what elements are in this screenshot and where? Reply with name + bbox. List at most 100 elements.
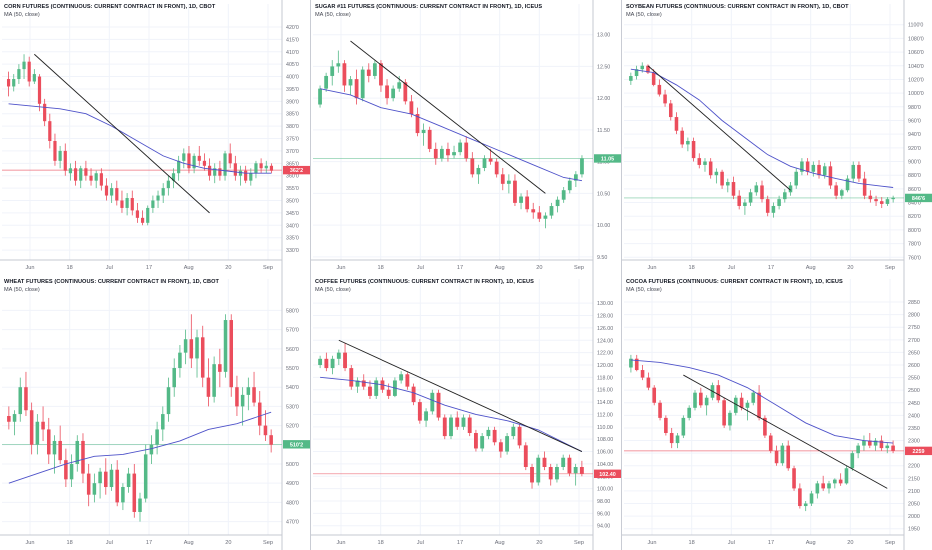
candle bbox=[862, 435, 866, 451]
candle bbox=[52, 435, 57, 474]
candle bbox=[171, 168, 176, 189]
candle-body bbox=[573, 174, 578, 181]
candle-body bbox=[794, 171, 798, 186]
candle-body bbox=[427, 129, 432, 149]
candle-body bbox=[120, 200, 124, 208]
candle bbox=[151, 195, 155, 213]
coffee-chart-panel[interactable]: 130.00 128.00 126.00 124.00 122.00 120.00 118.… bbox=[311, 275, 621, 550]
candle-body bbox=[822, 166, 827, 176]
candle-body bbox=[86, 473, 91, 495]
candle-body bbox=[149, 444, 154, 455]
candle-body bbox=[27, 61, 31, 82]
candle bbox=[12, 410, 17, 436]
y-tick-label: 106.00 bbox=[597, 450, 613, 456]
candle-body bbox=[330, 66, 335, 76]
trend-line[interactable] bbox=[350, 40, 546, 194]
candle bbox=[206, 358, 211, 407]
candle bbox=[511, 423, 516, 440]
x-tick-label: 18 bbox=[378, 540, 384, 546]
x-tick-label: 17 bbox=[768, 540, 774, 546]
candle bbox=[691, 137, 696, 162]
moving-average-line bbox=[320, 376, 583, 452]
y-tick-label: 2800 bbox=[908, 313, 920, 319]
candle-body bbox=[567, 457, 572, 474]
trend-line[interactable] bbox=[34, 53, 210, 214]
candle bbox=[879, 435, 884, 451]
x-tick-label: 17 bbox=[768, 265, 774, 271]
x-tick-label: Sep bbox=[885, 265, 895, 271]
y-tick-label: 98.00 bbox=[597, 499, 610, 505]
candle bbox=[716, 380, 721, 403]
candle-body bbox=[89, 175, 93, 181]
soybean-chart-panel[interactable]: 1100'0 1080'0 1060'0 1040'0 1020'0 1000'0 980'… bbox=[622, 0, 932, 275]
y-tick-label: 10.00 bbox=[597, 223, 610, 229]
y-tick-label: 350'0 bbox=[286, 199, 299, 205]
chart-title: COFFEE FUTURES (CONTINUOUS: CURRENT CONT… bbox=[315, 279, 534, 285]
candle-body bbox=[166, 180, 170, 189]
candle bbox=[780, 443, 785, 466]
trend-line[interactable] bbox=[647, 65, 791, 191]
candle-body bbox=[455, 417, 460, 427]
y-tick-label: 2700 bbox=[908, 338, 920, 344]
candle bbox=[751, 390, 756, 406]
candle-body bbox=[84, 168, 88, 176]
x-tick-label: Sep bbox=[263, 540, 273, 546]
wheat-chart-panel[interactable]: 580'0570'0560'0550'0540'0530'0520'0510'0… bbox=[0, 275, 310, 550]
trend-line[interactable] bbox=[338, 339, 583, 452]
candle-body bbox=[411, 386, 416, 403]
candle-body bbox=[834, 185, 838, 196]
candle-body bbox=[361, 380, 366, 387]
y-tick-label: 1950 bbox=[908, 527, 920, 533]
candle bbox=[109, 463, 114, 491]
candle bbox=[240, 387, 245, 426]
trend-line[interactable] bbox=[683, 374, 888, 489]
candle-body bbox=[336, 352, 341, 359]
candle-body bbox=[58, 150, 62, 161]
candle-body bbox=[64, 460, 68, 480]
y-tick-label: 470'0 bbox=[286, 520, 299, 526]
candle bbox=[850, 450, 855, 471]
last-price-badge bbox=[283, 440, 310, 449]
sugar-chart-panel[interactable]: 13.0012.5012.0011.5011.0010.5010.009.501… bbox=[311, 0, 621, 275]
x-tick-label: 17 bbox=[146, 540, 152, 546]
candle-body bbox=[391, 88, 396, 99]
candle bbox=[336, 349, 341, 365]
candle-body bbox=[748, 192, 753, 203]
y-tick-label: 570'0 bbox=[286, 328, 299, 334]
candle-body bbox=[161, 188, 165, 196]
candle bbox=[73, 160, 78, 186]
candle-body bbox=[58, 440, 62, 461]
candle-body bbox=[640, 370, 645, 378]
candle-body bbox=[652, 387, 657, 403]
candle-body bbox=[704, 397, 709, 406]
candle-body bbox=[674, 117, 679, 131]
y-tick-label: 2400 bbox=[908, 413, 920, 419]
candle bbox=[6, 71, 11, 97]
x-tick-label: 18 bbox=[67, 265, 73, 271]
candle-body bbox=[138, 498, 142, 512]
y-tick-label: 375'0 bbox=[286, 137, 299, 143]
x-tick-label: 17 bbox=[457, 265, 463, 271]
candle bbox=[555, 463, 559, 483]
candle bbox=[130, 190, 134, 216]
candle bbox=[629, 72, 633, 85]
cocoa-chart-panel[interactable]: 2850 2800 2750 2700 2650 2600 2550 2500 2450 2400… bbox=[622, 275, 932, 550]
y-tick-label: 108.00 bbox=[597, 437, 613, 443]
candle bbox=[714, 168, 719, 184]
last-price-label: 362'2 bbox=[290, 168, 303, 174]
corn-chart-panel[interactable]: 420'0 415'0 410'0 405'0 400'0 395'0 390'0 385'0… bbox=[0, 0, 310, 275]
candle-body bbox=[768, 435, 773, 451]
sugar-chart-svg: 13.0012.5012.0011.5011.0010.5010.009.501… bbox=[311, 0, 621, 275]
candle bbox=[27, 56, 31, 87]
candle-body bbox=[567, 180, 572, 191]
candle-body bbox=[324, 75, 329, 89]
candle-body bbox=[480, 436, 485, 449]
coffee-chart-svg: 130.00 128.00 126.00 124.00 122.00 120.00 118.… bbox=[311, 275, 621, 550]
candle bbox=[464, 136, 469, 162]
candle bbox=[182, 148, 186, 169]
cocoa-chart-svg: 2850 2800 2750 2700 2650 2600 2550 2500 2450 2400… bbox=[622, 275, 932, 550]
wheat-chart-svg: 580'0570'0560'0550'0540'0530'0520'0510'0… bbox=[0, 275, 310, 550]
candle-body bbox=[41, 421, 45, 430]
candle bbox=[368, 380, 372, 399]
candle-body bbox=[151, 200, 155, 208]
